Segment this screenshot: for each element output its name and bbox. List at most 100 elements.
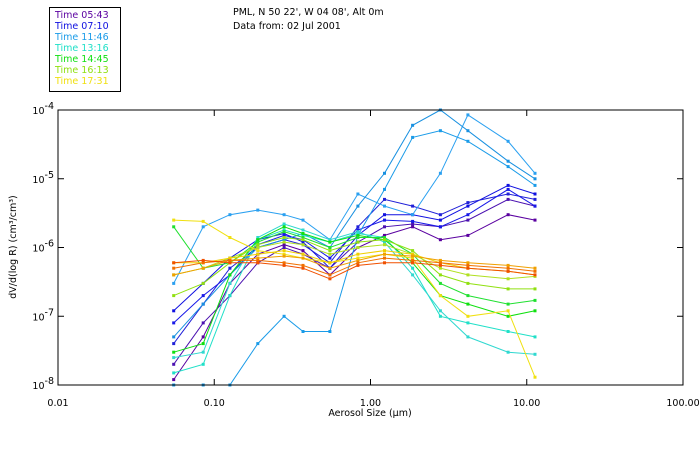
data-point [172, 350, 176, 354]
data-point [438, 238, 442, 242]
data-point [301, 218, 305, 222]
data-point [383, 256, 386, 260]
data-point [438, 213, 442, 217]
y-tick-base: 10 [32, 106, 44, 117]
data-point [438, 171, 442, 175]
legend-item: Time 11:46 [55, 32, 109, 43]
data-point [506, 266, 510, 270]
data-point [172, 335, 176, 339]
chart-subtitle: Data from: 02 Jul 2001 [233, 21, 341, 32]
data-point [533, 204, 537, 208]
data-point [301, 243, 305, 247]
data-point [201, 362, 205, 366]
x-tick-label: 10.00 [513, 398, 540, 409]
data-point [228, 236, 232, 239]
data-point [172, 362, 176, 366]
data-point [256, 238, 260, 242]
data-point [466, 314, 470, 318]
data-point [172, 218, 176, 222]
x-tick-label: 0.01 [47, 398, 68, 409]
data-point [172, 309, 176, 313]
legend-item: Time 14:45 [55, 54, 109, 65]
data-point [201, 294, 205, 298]
data-point [328, 252, 332, 256]
data-point [201, 225, 205, 229]
data-point [256, 261, 260, 265]
series-0 [172, 213, 537, 382]
data-point [228, 256, 232, 260]
data-point [328, 273, 332, 277]
data-point [466, 233, 470, 237]
data-point [466, 139, 470, 143]
data-point [256, 236, 260, 239]
data-point [466, 266, 470, 270]
y-tick-label: 10-7 [32, 307, 54, 324]
series-line [173, 219, 536, 378]
data-point [383, 213, 386, 217]
data-point [282, 222, 286, 226]
data-point [256, 243, 260, 247]
data-point [301, 263, 305, 267]
data-point [172, 266, 176, 270]
data-point [533, 266, 537, 270]
data-point [533, 335, 537, 339]
data-point [466, 213, 470, 217]
data-point [533, 273, 537, 277]
data-point [383, 171, 386, 175]
data-point [438, 273, 442, 277]
series-line [173, 223, 536, 359]
data-point [506, 330, 510, 333]
data-point [356, 204, 360, 208]
data-point [282, 232, 286, 235]
data-point [228, 258, 232, 262]
data-point [201, 302, 205, 306]
series-layer [172, 108, 537, 387]
y-axis-title: dV/d(log R) (cm³/cm³) [8, 195, 19, 298]
series-line [173, 188, 536, 324]
data-point [228, 266, 232, 270]
data-point [466, 294, 470, 298]
data-point [228, 261, 232, 265]
series-18 [172, 258, 537, 281]
data-point [201, 335, 205, 339]
data-point [411, 123, 415, 127]
y-tick-base: 10 [32, 175, 44, 186]
y-tick-exponent: -8 [45, 376, 54, 387]
data-point [533, 352, 537, 356]
data-point [328, 261, 332, 265]
series-line [173, 130, 536, 386]
data-point [256, 258, 260, 262]
data-point [328, 256, 332, 260]
data-point [506, 187, 510, 191]
data-point [201, 219, 205, 223]
data-point [328, 240, 332, 244]
data-point [328, 266, 332, 270]
data-point [411, 258, 415, 262]
data-point [301, 236, 305, 239]
data-point [256, 246, 260, 249]
data-point [411, 225, 415, 229]
data-point [256, 240, 260, 244]
data-point [411, 204, 415, 208]
data-point [282, 228, 286, 232]
data-point [438, 225, 442, 229]
data-point [172, 261, 176, 265]
data-point [438, 314, 442, 318]
x-tick-label: 1.00 [360, 398, 381, 409]
legend: Time 05:43 Time 07:10 Time 11:46 Time 13:16… [49, 7, 121, 92]
data-point [328, 330, 332, 333]
data-point [466, 204, 470, 208]
data-point [506, 287, 510, 291]
x-tick-label: 0.10 [204, 398, 225, 409]
data-point [533, 298, 537, 302]
data-point [506, 159, 510, 163]
data-point [466, 302, 470, 306]
data-point [301, 266, 305, 270]
data-point [438, 263, 442, 267]
data-point [228, 213, 232, 217]
data-point [201, 281, 205, 285]
chart-title-block: PML, N 50 22', W 04 08', Alt 0m Data fro… [233, 6, 384, 34]
data-point [282, 236, 286, 239]
series-line [173, 257, 536, 276]
